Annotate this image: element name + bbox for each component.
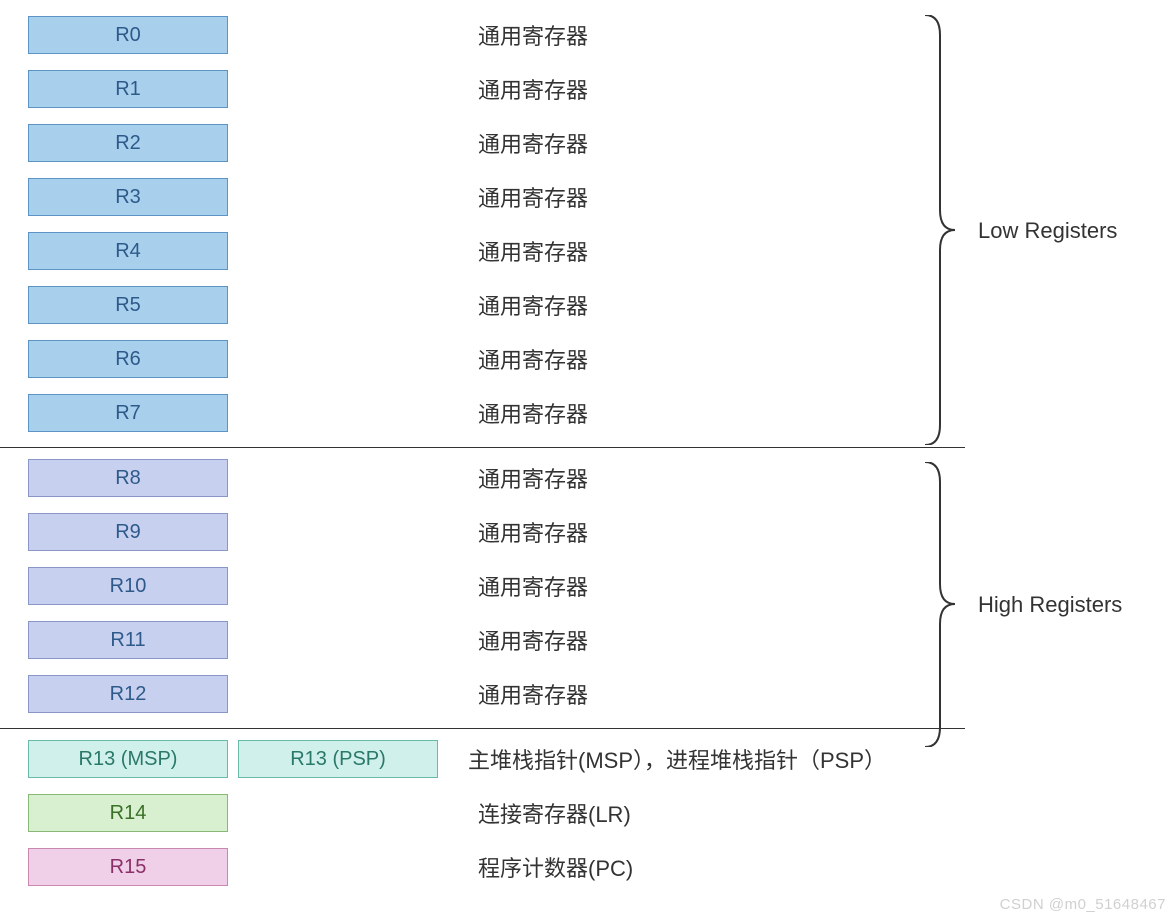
desc-r15: 程序计数器(PC)	[478, 851, 633, 883]
desc-r9: 通用寄存器	[478, 516, 588, 548]
reg-r12: R12	[28, 675, 228, 713]
desc-r8: 通用寄存器	[478, 462, 588, 494]
row-r5: R5 通用寄存器	[0, 285, 1176, 325]
watermark: CSDN @m0_51648467	[1000, 896, 1166, 913]
desc-r2: 通用寄存器	[478, 127, 588, 159]
reg-r4: R4	[28, 232, 228, 270]
brace-low-icon	[920, 15, 960, 445]
divider-low	[0, 447, 965, 448]
reg-r1: R1	[28, 70, 228, 108]
desc-r10: 通用寄存器	[478, 570, 588, 602]
reg-r11: R11	[28, 621, 228, 659]
row-r9: R9 通用寄存器	[0, 512, 1176, 552]
register-diagram: R0 通用寄存器 R1 通用寄存器 R2 通用寄存器 R3 通用寄存器 R4 通…	[0, 0, 1176, 887]
reg-r5: R5	[28, 286, 228, 324]
row-r14: R14 连接寄存器(LR)	[0, 793, 1176, 833]
desc-r7: 通用寄存器	[478, 397, 588, 429]
row-r13: R13 (MSP) R13 (PSP) 主堆栈指针(MSP），进程堆栈指针（PS…	[0, 739, 1176, 779]
desc-r5: 通用寄存器	[478, 289, 588, 321]
group-low-label: Low Registers	[978, 218, 1117, 244]
row-r7: R7 通用寄存器	[0, 393, 1176, 433]
desc-r3: 通用寄存器	[478, 181, 588, 213]
reg-r13-psp: R13 (PSP)	[238, 740, 438, 778]
reg-r14: R14	[28, 794, 228, 832]
reg-r6: R6	[28, 340, 228, 378]
desc-r11: 通用寄存器	[478, 624, 588, 656]
desc-r4: 通用寄存器	[478, 235, 588, 267]
divider-high	[0, 728, 965, 729]
reg-r3: R3	[28, 178, 228, 216]
row-r15: R15 程序计数器(PC)	[0, 847, 1176, 887]
row-r2: R2 通用寄存器	[0, 123, 1176, 163]
reg-r7: R7	[28, 394, 228, 432]
row-r11: R11 通用寄存器	[0, 620, 1176, 660]
row-r1: R1 通用寄存器	[0, 69, 1176, 109]
desc-r14: 连接寄存器(LR)	[478, 797, 631, 829]
row-r6: R6 通用寄存器	[0, 339, 1176, 379]
row-r12: R12 通用寄存器	[0, 674, 1176, 714]
reg-r2: R2	[28, 124, 228, 162]
desc-r0: 通用寄存器	[478, 19, 588, 51]
row-r8: R8 通用寄存器	[0, 458, 1176, 498]
reg-r13-msp: R13 (MSP)	[28, 740, 228, 778]
row-r0: R0 通用寄存器	[0, 15, 1176, 55]
desc-r13: 主堆栈指针(MSP），进程堆栈指针（PSP）	[468, 743, 886, 775]
desc-r6: 通用寄存器	[478, 343, 588, 375]
reg-r0: R0	[28, 16, 228, 54]
reg-r10: R10	[28, 567, 228, 605]
reg-r8: R8	[28, 459, 228, 497]
group-high-label: High Registers	[978, 592, 1122, 618]
desc-r12: 通用寄存器	[478, 678, 588, 710]
reg-r15: R15	[28, 848, 228, 886]
brace-high-icon	[920, 462, 960, 747]
row-r3: R3 通用寄存器	[0, 177, 1176, 217]
desc-r1: 通用寄存器	[478, 73, 588, 105]
reg-r9: R9	[28, 513, 228, 551]
